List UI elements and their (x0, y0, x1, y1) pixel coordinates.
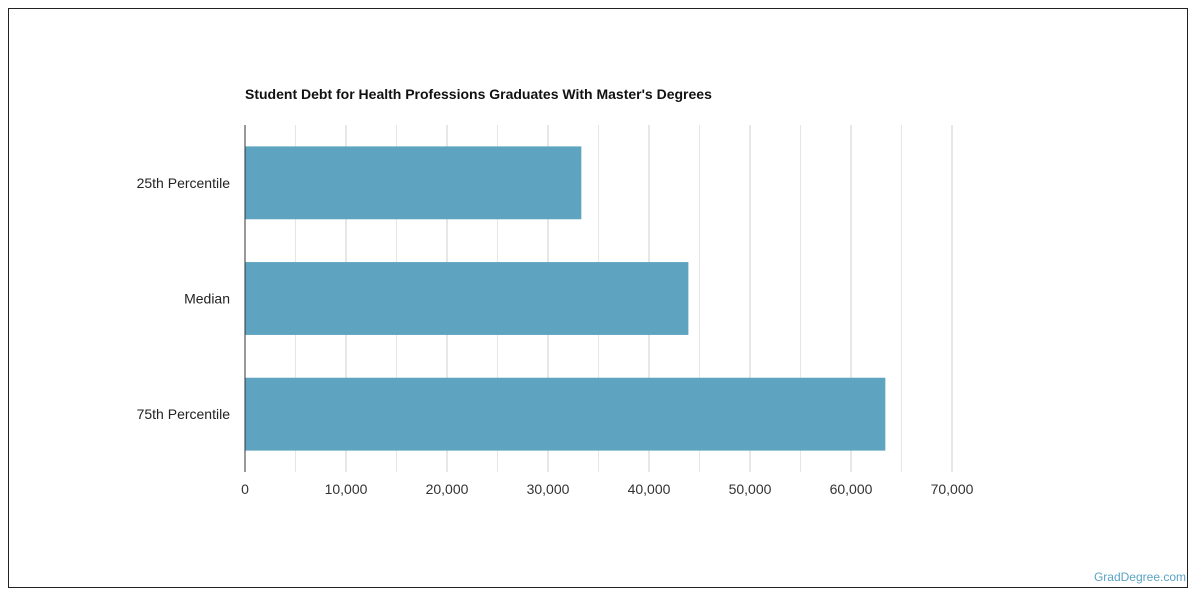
category-label: 25th Percentile (137, 175, 231, 191)
bar-2 (245, 377, 886, 451)
x-tick-label: 60,000 (830, 481, 873, 497)
chart-title: Student Debt for Health Professions Grad… (245, 86, 712, 102)
x-tick-label: 40,000 (628, 481, 671, 497)
category-label: Median (184, 291, 230, 307)
x-tick-label: 50,000 (729, 481, 772, 497)
x-tick-label: 10,000 (325, 481, 368, 497)
bar-0 (245, 146, 582, 220)
x-tick-label: 30,000 (527, 481, 570, 497)
labels: 25th Percentile Median 75th Percentile 0 10,… (137, 175, 974, 497)
category-label: 75th Percentile (137, 406, 231, 422)
x-tick-label: 20,000 (426, 481, 469, 497)
x-tick-label: 70,000 (931, 481, 974, 497)
watermark-text: GradDegree.com (1093, 570, 1186, 584)
bars (245, 146, 886, 451)
x-tick-label: 0 (241, 481, 249, 497)
bar-1 (245, 262, 689, 335)
